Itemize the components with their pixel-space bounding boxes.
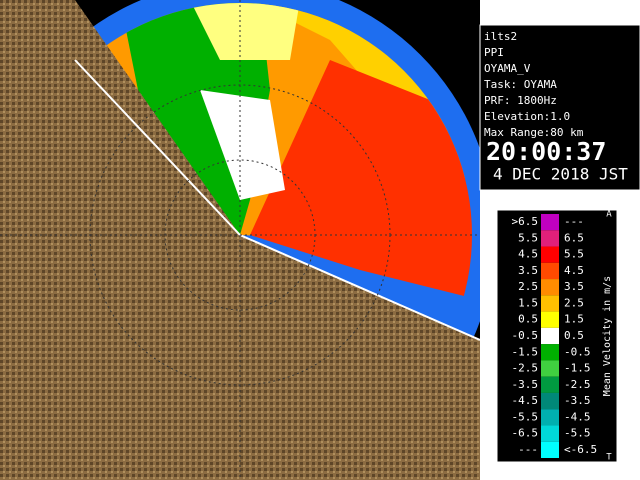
info-line: Task: OYAMA (484, 78, 557, 91)
info-line: Max Range:80 km (484, 126, 584, 139)
legend-swatch (541, 246, 559, 263)
legend-right-label: --- (564, 215, 584, 228)
info-line: PRF: 1800Hz (484, 94, 557, 107)
info-line: ilts2 (484, 30, 517, 43)
legend-left-label: 5.5 (518, 231, 538, 244)
legend: >6.5 --- 5.5 6.5 4.5 5.5 3.5 4.5 2.5 3.5 1.5 2.5 0.5… (512, 214, 597, 458)
legend-right-label: <-6.5 (564, 443, 597, 456)
legend-right-label: 1.5 (564, 313, 584, 326)
legend-left-label: 4.5 (518, 248, 538, 261)
legend-left-label: -4.5 (512, 394, 539, 407)
legend-left-label: >6.5 (512, 215, 539, 228)
info-line: OYAMA_V (484, 62, 531, 75)
legend-swatch (541, 295, 559, 312)
legend-right-label: -2.5 (564, 378, 591, 391)
legend-right-label: 4.5 (564, 264, 584, 277)
legend-swatch (541, 425, 559, 442)
legend-swatch (541, 327, 559, 345)
legend-top-mark: A (606, 210, 612, 220)
legend-right-label: -1.5 (564, 362, 591, 375)
legend-swatch (541, 409, 559, 426)
info-line: Elevation:1.0 (484, 110, 570, 123)
legend-left-label: 1.5 (518, 296, 538, 309)
legend-swatch (541, 311, 559, 328)
legend-left-label: 2.5 (518, 280, 538, 293)
legend-swatch (541, 279, 559, 296)
legend-title: Mean Velocity in m/s (602, 276, 613, 396)
legend-right-label: -4.5 (564, 410, 591, 423)
info-text: ilts2 PPI OYAMA_V Task: OYAMA PRF: 1800Hz Ele… (484, 30, 584, 139)
legend-swatch (541, 441, 559, 458)
legend-left-label: 0.5 (518, 313, 538, 326)
legend-left-label: 3.5 (518, 264, 538, 277)
legend-right-label: -3.5 (564, 394, 591, 407)
legend-left-label: -0.5 (512, 329, 539, 342)
legend-swatch (541, 392, 559, 410)
legend-swatch (541, 376, 559, 393)
legend-right-label: 0.5 (564, 329, 584, 342)
radar-view (0, 0, 480, 480)
legend-left-label: -2.5 (512, 362, 539, 375)
legend-right-label: 2.5 (564, 296, 584, 309)
info-line: PPI (484, 46, 504, 59)
legend-swatch (541, 344, 559, 361)
legend-swatch (541, 262, 559, 280)
legend-right-label: 5.5 (564, 248, 584, 261)
legend-swatch (541, 230, 559, 247)
legend-swatch (541, 360, 559, 377)
legend-right-label: -0.5 (564, 345, 591, 358)
legend-left-label: -5.5 (512, 410, 539, 423)
legend-right-label: 6.5 (564, 231, 584, 244)
legend-left-label: --- (518, 443, 538, 456)
legend-right-label: -5.5 (564, 427, 591, 440)
time: 20:00:37 (486, 137, 606, 166)
date: 4 DEC 2018 JST (493, 165, 628, 184)
info-box (479, 24, 640, 191)
legend-right-label: 3.5 (564, 280, 584, 293)
legend-left-label: -6.5 (512, 427, 539, 440)
legend-left-label: -1.5 (512, 345, 539, 358)
legend-left-label: -3.5 (512, 378, 539, 391)
legend-bottom-mark: T (606, 453, 612, 463)
legend-swatch (541, 214, 559, 231)
